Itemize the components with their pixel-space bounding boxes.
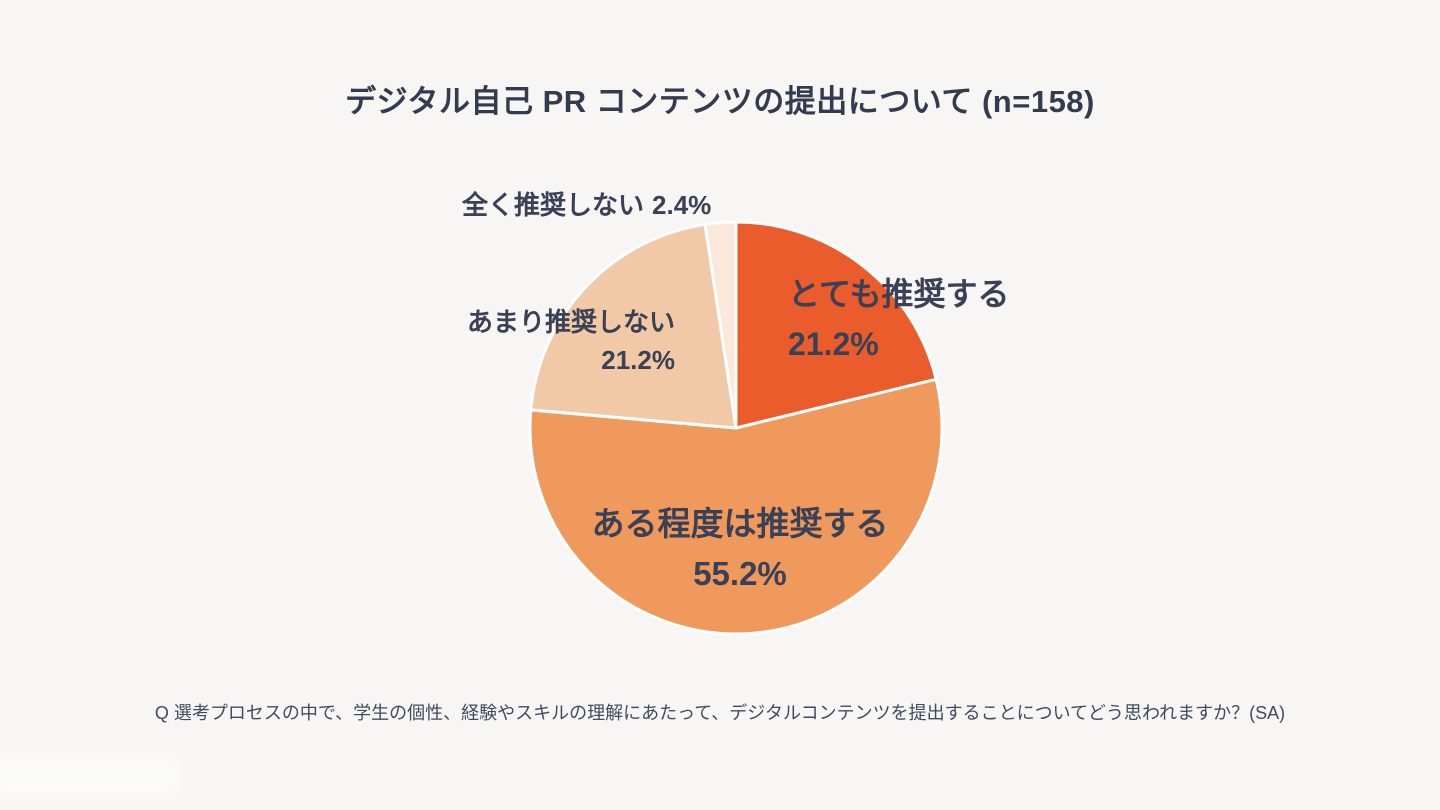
slice-name: 全く推奨しない	[462, 190, 645, 220]
slice-name: とても推奨する	[788, 276, 1010, 312]
pie-slice-2	[529, 222, 738, 430]
slice-label-totemo-suishou-suru: とても推奨する 21.2%	[788, 270, 1009, 369]
pie-slice-1	[528, 377, 944, 636]
watermark-smudge	[0, 756, 180, 798]
slice-percent: 21.2%	[601, 344, 675, 375]
survey-question-note: Q 選考プロセスの中で、学生の個性、経験やスキルの理解にあたって、デジタルコンテ…	[154, 703, 1286, 723]
slice-name: あまり推奨しない	[466, 307, 675, 337]
slice-percent: 55.2%	[693, 554, 787, 592]
pie-chart	[526, 218, 946, 638]
pie-slice-3	[703, 220, 738, 430]
slice-name: ある程度は推奨する	[591, 505, 889, 542]
slice-percent: 2.4%	[652, 190, 712, 220]
chart-title: デジタル自己 PR コンテンツの提出について (n=158)	[345, 84, 1095, 119]
slice-label-aru-teido-suishou-suru: ある程度は推奨する 55.2%	[540, 499, 940, 598]
slice-label-zenkaku-suishou-shinai: 全く推奨しない 2.4%	[462, 191, 711, 220]
pie-svg	[528, 220, 944, 636]
slice-label-amari-suishou-shinai: あまり推奨しない 21.2%	[467, 304, 675, 379]
pie-slice-0	[734, 220, 938, 430]
slice-percent: 21.2%	[788, 325, 879, 362]
